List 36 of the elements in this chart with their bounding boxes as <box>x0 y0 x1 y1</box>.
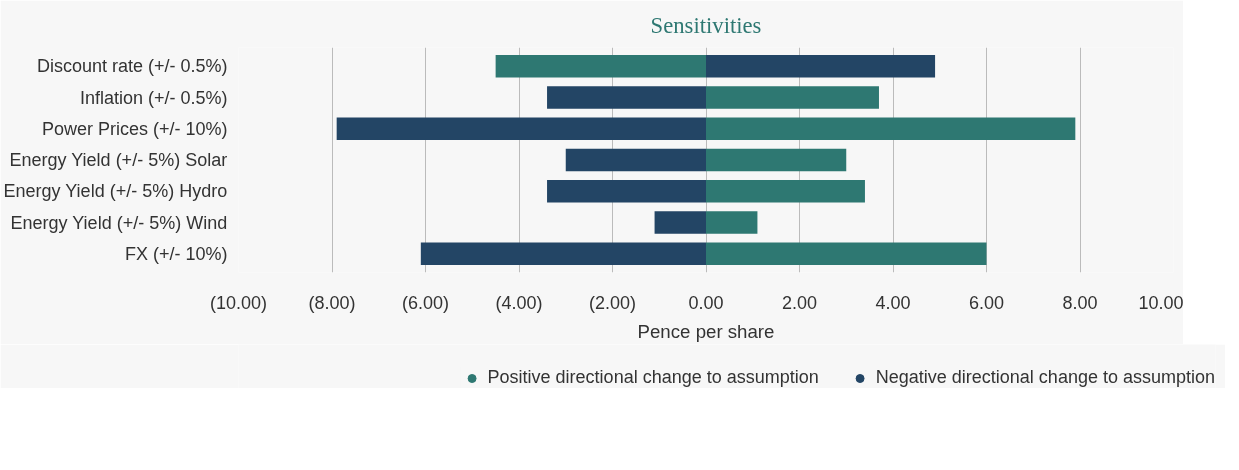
x-tick-label: 0.00 <box>688 292 724 313</box>
legend-label: Positive directional change to assumption <box>487 367 819 388</box>
bar <box>495 55 706 78</box>
y-tick-label: Energy Yield (+/- 5%) Hydro <box>3 181 228 202</box>
x-tick-label: 8.00 <box>1062 292 1098 313</box>
bar <box>706 55 936 78</box>
bar <box>336 117 706 140</box>
y-tick-label: Discount rate (+/- 0.5%) <box>36 56 228 77</box>
bar <box>654 211 706 234</box>
x-tick-label: 10.00 <box>1138 292 1184 313</box>
bar <box>706 180 865 203</box>
bar <box>706 86 879 109</box>
y-tick-label: Inflation (+/- 0.5%) <box>79 87 228 108</box>
y-tick-label: Power Prices (+/- 10%) <box>41 118 228 139</box>
bar <box>706 211 758 234</box>
bar <box>565 148 706 172</box>
bar <box>706 117 1076 140</box>
x-axis-title: Pence per share <box>637 320 775 342</box>
bar <box>706 148 847 172</box>
bar <box>420 242 706 265</box>
bar <box>547 180 706 203</box>
x-tick-label: (8.00) <box>308 292 356 313</box>
y-tick-label: Energy Yield (+/- 5%) Wind <box>10 212 228 233</box>
x-tick-label: 6.00 <box>968 292 1005 313</box>
x-tick-label: 4.00 <box>875 292 911 313</box>
x-tick-label: (10.00) <box>209 292 268 313</box>
x-tick-label: (6.00) <box>401 292 450 313</box>
x-tick-label: 2.00 <box>781 292 818 313</box>
x-tick-label: (4.00) <box>495 292 543 313</box>
y-tick-label: FX (+/- 10%) <box>124 243 228 264</box>
chart-title: Sensitivities <box>650 12 762 38</box>
y-tick-label: Energy Yield (+/- 5%) Solar <box>9 150 228 170</box>
bar <box>706 242 987 265</box>
bar <box>547 86 706 109</box>
x-tick-label: (2.00) <box>588 292 637 313</box>
legend-label: Negative directional change to assumption <box>875 367 1215 388</box>
